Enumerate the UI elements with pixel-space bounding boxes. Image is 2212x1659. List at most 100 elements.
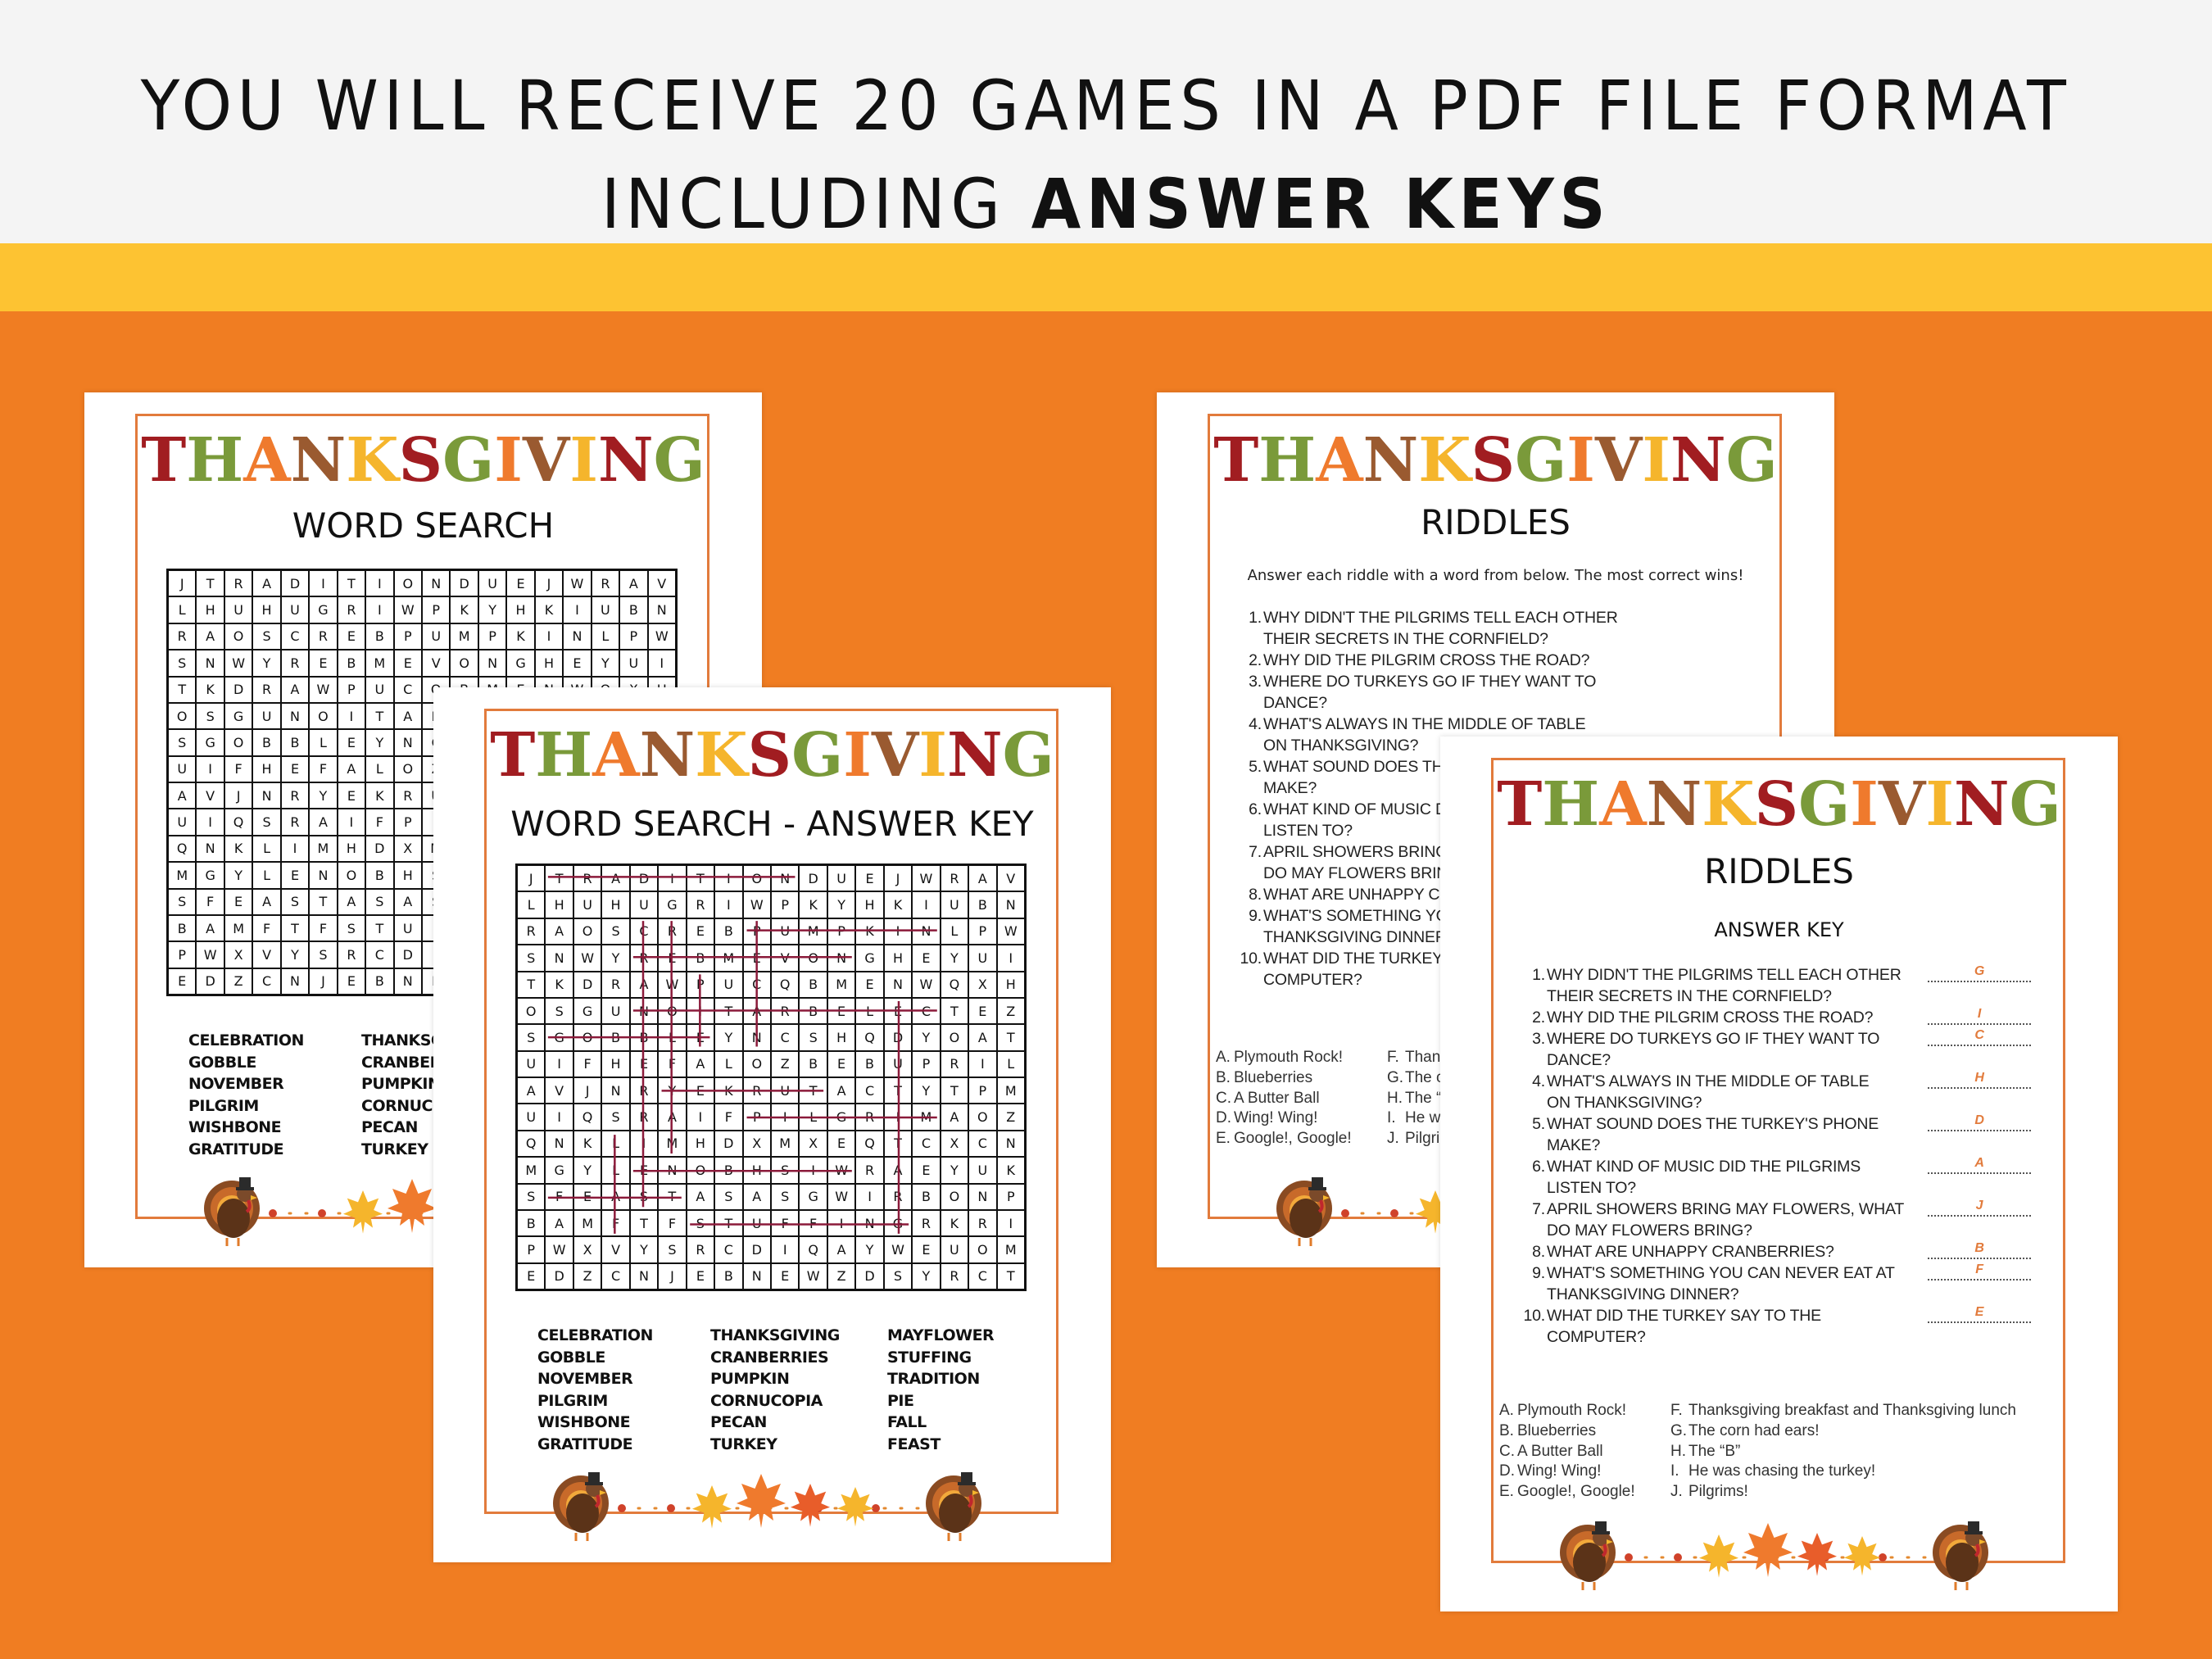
grid-letter: G <box>892 1215 904 1231</box>
grid-cell: O <box>658 997 687 1025</box>
grid-letter: R <box>318 628 328 645</box>
grid-cell: W <box>647 623 676 650</box>
grid-cell: A <box>393 702 422 730</box>
grid-cell: O <box>337 862 366 889</box>
question-number: 8. <box>1532 1243 1545 1261</box>
grid-cell: A <box>545 918 573 945</box>
grid-cell: R <box>855 1157 884 1184</box>
grid-cell: B <box>365 968 394 995</box>
brand-letter: N <box>597 425 654 496</box>
grid-cell: D <box>280 570 310 597</box>
grid-letter: R <box>752 1082 762 1099</box>
question-text: WHAT'S ALWAYS IN THE MIDDLE OF TABLE <box>1263 715 1586 733</box>
grid-cell: E <box>827 1050 856 1077</box>
grid-letter: N <box>205 655 215 671</box>
grid-cell: K <box>996 1157 1025 1184</box>
grid-letter: E <box>696 1268 705 1285</box>
grid-cell: P <box>421 596 451 623</box>
grid-cell: Z <box>224 968 253 995</box>
grid-cell: R <box>280 782 310 809</box>
answer-blank: J <box>1928 1199 2031 1217</box>
grid-letter: Y <box>601 655 610 671</box>
grid-cell: U <box>883 1050 913 1077</box>
brand-letter: G <box>1798 769 1851 840</box>
grid-cell: C <box>252 968 281 995</box>
grid-cell: P <box>517 1236 546 1263</box>
grid-letter: G <box>836 1109 847 1126</box>
grid-cell: T <box>168 676 197 703</box>
grid-letter: K <box>582 1135 592 1152</box>
grid-cell: C <box>629 918 659 945</box>
brand-letter: A <box>243 425 291 496</box>
grid-letter: K <box>865 923 874 940</box>
option-letter: J. <box>1670 1483 1683 1501</box>
grid-letter: H <box>1005 977 1016 993</box>
grid-letter: O <box>582 1029 593 1045</box>
grid-letter: A <box>950 1109 959 1126</box>
grid-letter: S <box>696 1215 705 1231</box>
grid-cell: M <box>168 862 197 889</box>
grid-letter: A <box>262 575 272 592</box>
headline-bold: ANSWER KEYS <box>1031 164 1611 244</box>
grid-letter: U <box>723 977 734 993</box>
grid-letter: L <box>612 1135 619 1152</box>
grid-letter: O <box>459 655 469 671</box>
grid-letter: R <box>639 1082 649 1099</box>
word-list-item: PILGRIM <box>188 1096 259 1115</box>
question-number: 5. <box>1249 758 1262 776</box>
grid-cell: N <box>280 702 310 730</box>
grid-letter: S <box>555 1003 564 1019</box>
grid-letter: A <box>611 870 621 886</box>
grid-cell: W <box>573 945 602 972</box>
grid-letter: T <box>319 894 328 910</box>
grid-cell: K <box>799 891 827 918</box>
option-letter: D. <box>1499 1462 1515 1480</box>
grid-cell: W <box>393 596 422 623</box>
grid-letter: W <box>750 897 764 913</box>
question-text: MAKE? <box>1263 779 1317 797</box>
grid-letter: N <box>290 708 300 724</box>
grid-cell: L <box>309 729 338 756</box>
grid-cell: O <box>940 1183 969 1210</box>
brand-letter: K <box>695 720 748 791</box>
grid-letter: A <box>639 977 649 993</box>
grid-cell: A <box>883 1157 913 1184</box>
grid-cell: E <box>686 1077 715 1104</box>
grid-letter: A <box>526 1082 536 1099</box>
grid-cell: D <box>545 1262 573 1290</box>
question-number: 6. <box>1532 1158 1545 1176</box>
grid-letter: O <box>949 1029 960 1045</box>
grid-cell: F <box>365 809 394 836</box>
question-number: 8. <box>1249 886 1262 904</box>
grid-cell: Q <box>799 1236 827 1263</box>
grid-cell: A <box>742 1183 771 1210</box>
grid-cell: U <box>280 596 310 623</box>
grid-letter: R <box>864 1162 875 1178</box>
grid-cell: A <box>309 809 338 836</box>
riddle-question: 2. WHY DID THE PILGRIM CROSS THE ROAD? I <box>1514 1007 2038 1028</box>
grid-letter: G <box>233 708 244 724</box>
grid-cell: A <box>686 1050 715 1077</box>
grid-letter: N <box>487 655 498 671</box>
grid-letter: H <box>695 1135 705 1152</box>
leaf-icon <box>737 1474 786 1528</box>
question-line: WHAT ARE UNHAPPY CRANBERRIES? <box>1547 1241 2038 1262</box>
grid-cell: K <box>573 1130 602 1158</box>
grid-cell: E <box>393 650 422 677</box>
grid-cell: R <box>770 997 800 1025</box>
option-letter: G. <box>1670 1421 1688 1439</box>
grid-letter: E <box>347 628 356 645</box>
grid-letter: U <box>402 920 413 936</box>
question-line: ON THANKSGIVING? <box>1547 1092 2038 1113</box>
grid-letter: K <box>950 1215 959 1231</box>
grid-letter: X <box>233 946 243 963</box>
question-line: DO MAY FLOWERS BRING? <box>1263 863 1755 884</box>
grid-cell: G <box>309 596 338 623</box>
grid-letter: L <box>319 734 327 750</box>
grid-letter: C <box>261 973 272 990</box>
grid-cell: E <box>280 755 310 782</box>
grid-cell: F <box>714 1104 743 1131</box>
grid-letter: P <box>978 1082 987 1099</box>
grid-letter: R <box>261 682 272 698</box>
grid-cell: Y <box>573 1157 602 1184</box>
